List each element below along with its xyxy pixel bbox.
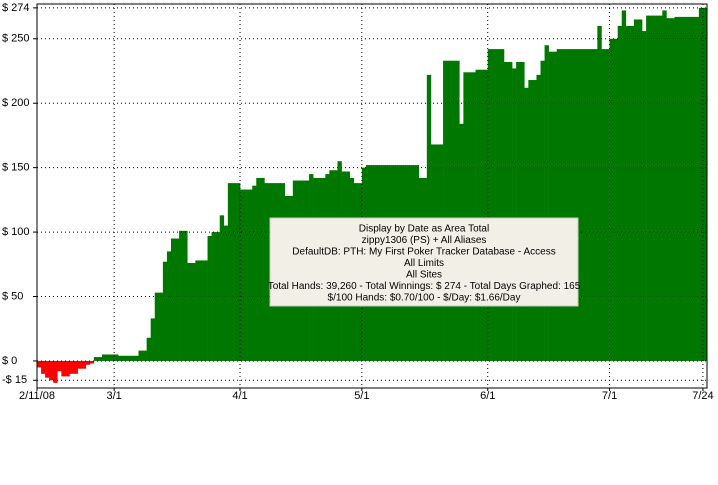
- area-step: [77, 360, 87, 369]
- area-step: [85, 360, 91, 365]
- area-step: [154, 292, 164, 361]
- x-tick-label: 5/1: [354, 390, 369, 402]
- info-box: [269, 217, 579, 307]
- info-line: DefaultDB: PTH: My First Poker Tracker D…: [292, 247, 555, 258]
- x-tick-label: 4/1: [232, 390, 247, 402]
- info-line: All Limits: [404, 258, 444, 269]
- area-step: [219, 215, 225, 361]
- area-step: [223, 225, 229, 361]
- area-step: [540, 60, 545, 361]
- x-tick-label: 6/1: [480, 390, 495, 402]
- y-tick-label: $ 150: [2, 162, 30, 174]
- x-tick-label: 7/1: [602, 390, 617, 402]
- area-step: [252, 185, 257, 361]
- area-step: [37, 360, 42, 368]
- info-line: All Sites: [406, 270, 442, 281]
- area-step: [179, 230, 188, 361]
- area-step: [166, 251, 172, 361]
- y-tick-label: $ 274: [2, 2, 30, 14]
- area-step: [57, 360, 62, 372]
- area-step: [503, 61, 513, 361]
- area-step: [544, 45, 549, 361]
- area-step: [646, 15, 663, 361]
- area-step: [609, 38, 618, 361]
- area-step: [187, 263, 196, 361]
- y-tick-label: $ 50: [2, 290, 23, 302]
- area-step: [662, 10, 667, 361]
- area-step: [625, 25, 635, 361]
- area-step: [666, 18, 675, 361]
- area-step: [195, 260, 208, 361]
- info-line: Display by Date as Area Total: [359, 224, 489, 235]
- area-step: [61, 360, 70, 377]
- area-step: [227, 183, 241, 361]
- info-line: zippy1306 (PS) + All Aliases: [362, 235, 487, 246]
- area-step: [93, 357, 103, 361]
- area-step: [207, 235, 212, 361]
- area-step: [162, 261, 168, 361]
- area-step: [101, 354, 119, 361]
- area-step: [621, 10, 627, 361]
- plot-frame: [36, 3, 708, 389]
- area-step: [138, 350, 147, 361]
- area-step: [601, 49, 610, 361]
- area-step: [146, 337, 151, 361]
- area-step: [556, 49, 598, 361]
- x-tick-label: 2/11/08: [19, 390, 55, 402]
- area-step: [642, 31, 647, 361]
- area-step: [512, 68, 517, 361]
- y-tick-label: $ 200: [2, 97, 30, 109]
- area-step: [548, 51, 558, 361]
- area-step: [69, 360, 78, 374]
- area-step: [674, 16, 700, 361]
- y-tick-label: $ 0: [2, 355, 17, 367]
- area-step: [516, 61, 525, 361]
- area-step: [597, 25, 602, 361]
- x-tick-label: 3/1: [107, 390, 122, 402]
- area-step: [150, 318, 156, 361]
- area-step: [475, 69, 489, 361]
- area-step: [118, 355, 139, 361]
- y-tick-label: -$ 15: [2, 374, 27, 386]
- area-step: [45, 360, 50, 378]
- area-step: [256, 177, 265, 361]
- area-step: [49, 360, 54, 381]
- area-step: [89, 360, 95, 364]
- info-line: Total Hands: 39,260 - Total Winnings: $ …: [268, 281, 581, 292]
- area-step: [171, 238, 180, 361]
- info-line: $/100 Hands: $0.70/100 - $/Day: $1.66/Da…: [328, 293, 521, 304]
- area-step: [41, 360, 46, 374]
- area-step: [240, 189, 253, 361]
- area-step: [463, 72, 476, 361]
- area-step: [443, 60, 460, 361]
- x-tick-label: 7/24: [692, 390, 713, 402]
- area-step: [633, 19, 643, 361]
- area-step: [617, 25, 623, 361]
- area-step: [211, 232, 221, 361]
- y-tick-label: $ 100: [2, 226, 30, 238]
- area-step: [53, 360, 58, 383]
- y-tick-label: $ 250: [2, 33, 30, 45]
- area-step: [487, 49, 505, 361]
